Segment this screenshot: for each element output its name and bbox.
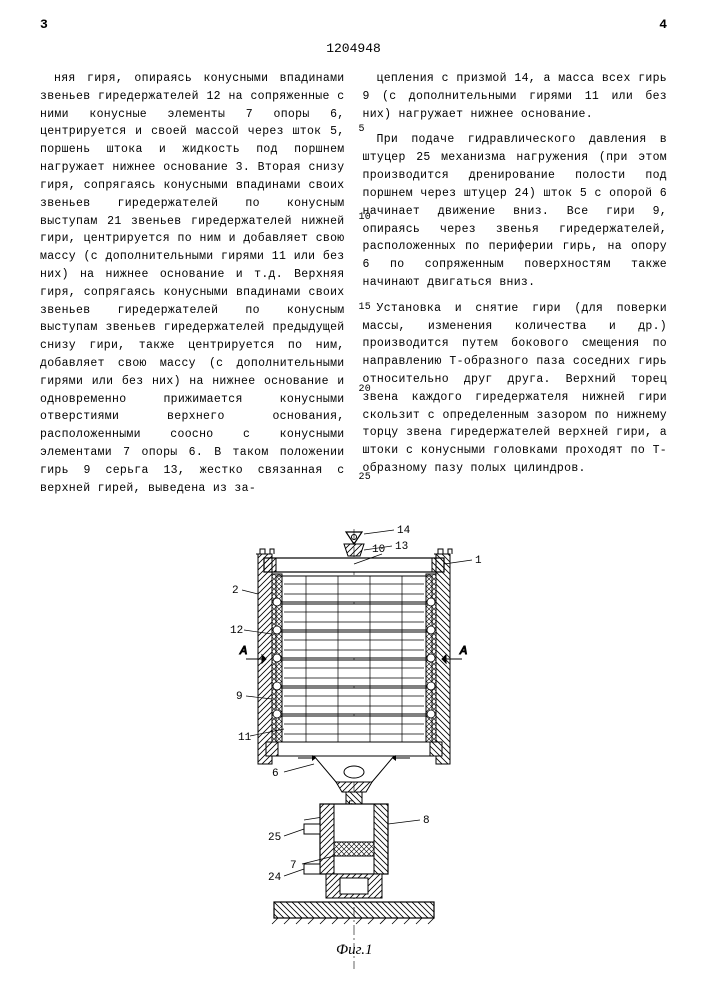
line-marker-25: 25 [359, 470, 372, 486]
page-right: 4 [659, 15, 667, 35]
line-marker-20: 20 [359, 382, 372, 398]
callout-1: 1 [475, 555, 482, 567]
line-marker-5: 5 [359, 122, 365, 138]
callout-8: 8 [423, 815, 430, 827]
line-marker-15: 15 [359, 300, 372, 316]
callout-11: 11 [238, 732, 252, 744]
callout-6: 6 [272, 768, 279, 780]
line-marker-10: 10 [359, 210, 372, 226]
left-p1: няя гиря, опираясь конусными впадинами з… [40, 70, 345, 498]
callout-25: 25 [268, 832, 281, 844]
section-a-right: A [459, 644, 467, 658]
callout-10: 10 [372, 544, 385, 556]
callout-2: 2 [232, 585, 239, 597]
right-p1: цепления с призмой 14, а масса всех гирь… [363, 70, 668, 123]
callout-14: 14 [397, 525, 411, 537]
callout-7: 7 [290, 860, 297, 872]
callout-13: 13 [395, 541, 408, 553]
right-column: 5 10 15 20 25 цепления с призмой 14, а м… [363, 70, 668, 506]
callout-24: 24 [268, 872, 282, 884]
page-number-row: 3 4 [40, 15, 667, 35]
page-left: 3 [40, 15, 48, 35]
figure-label: Фиг.1 [336, 942, 372, 958]
text-columns: няя гиря, опираясь конусными впадинами з… [40, 70, 667, 506]
section-a-left: A [239, 644, 247, 658]
callout-12: 12 [230, 625, 243, 637]
left-column: няя гиря, опираясь конусными впадинами з… [40, 70, 345, 506]
figure-drawing: 14 13 1 2 10 [184, 524, 524, 974]
right-p2: При подаче гидравлического давления в шт… [363, 131, 668, 291]
document-number: 1204948 [40, 39, 667, 59]
page-container: 3 4 1204948 няя гиря, опираясь конусными… [0, 0, 707, 994]
callout-9: 9 [236, 691, 243, 703]
figure-container: 14 13 1 2 10 [40, 524, 667, 974]
right-p3: Установка и снятие гири (для поверки мас… [363, 300, 668, 478]
